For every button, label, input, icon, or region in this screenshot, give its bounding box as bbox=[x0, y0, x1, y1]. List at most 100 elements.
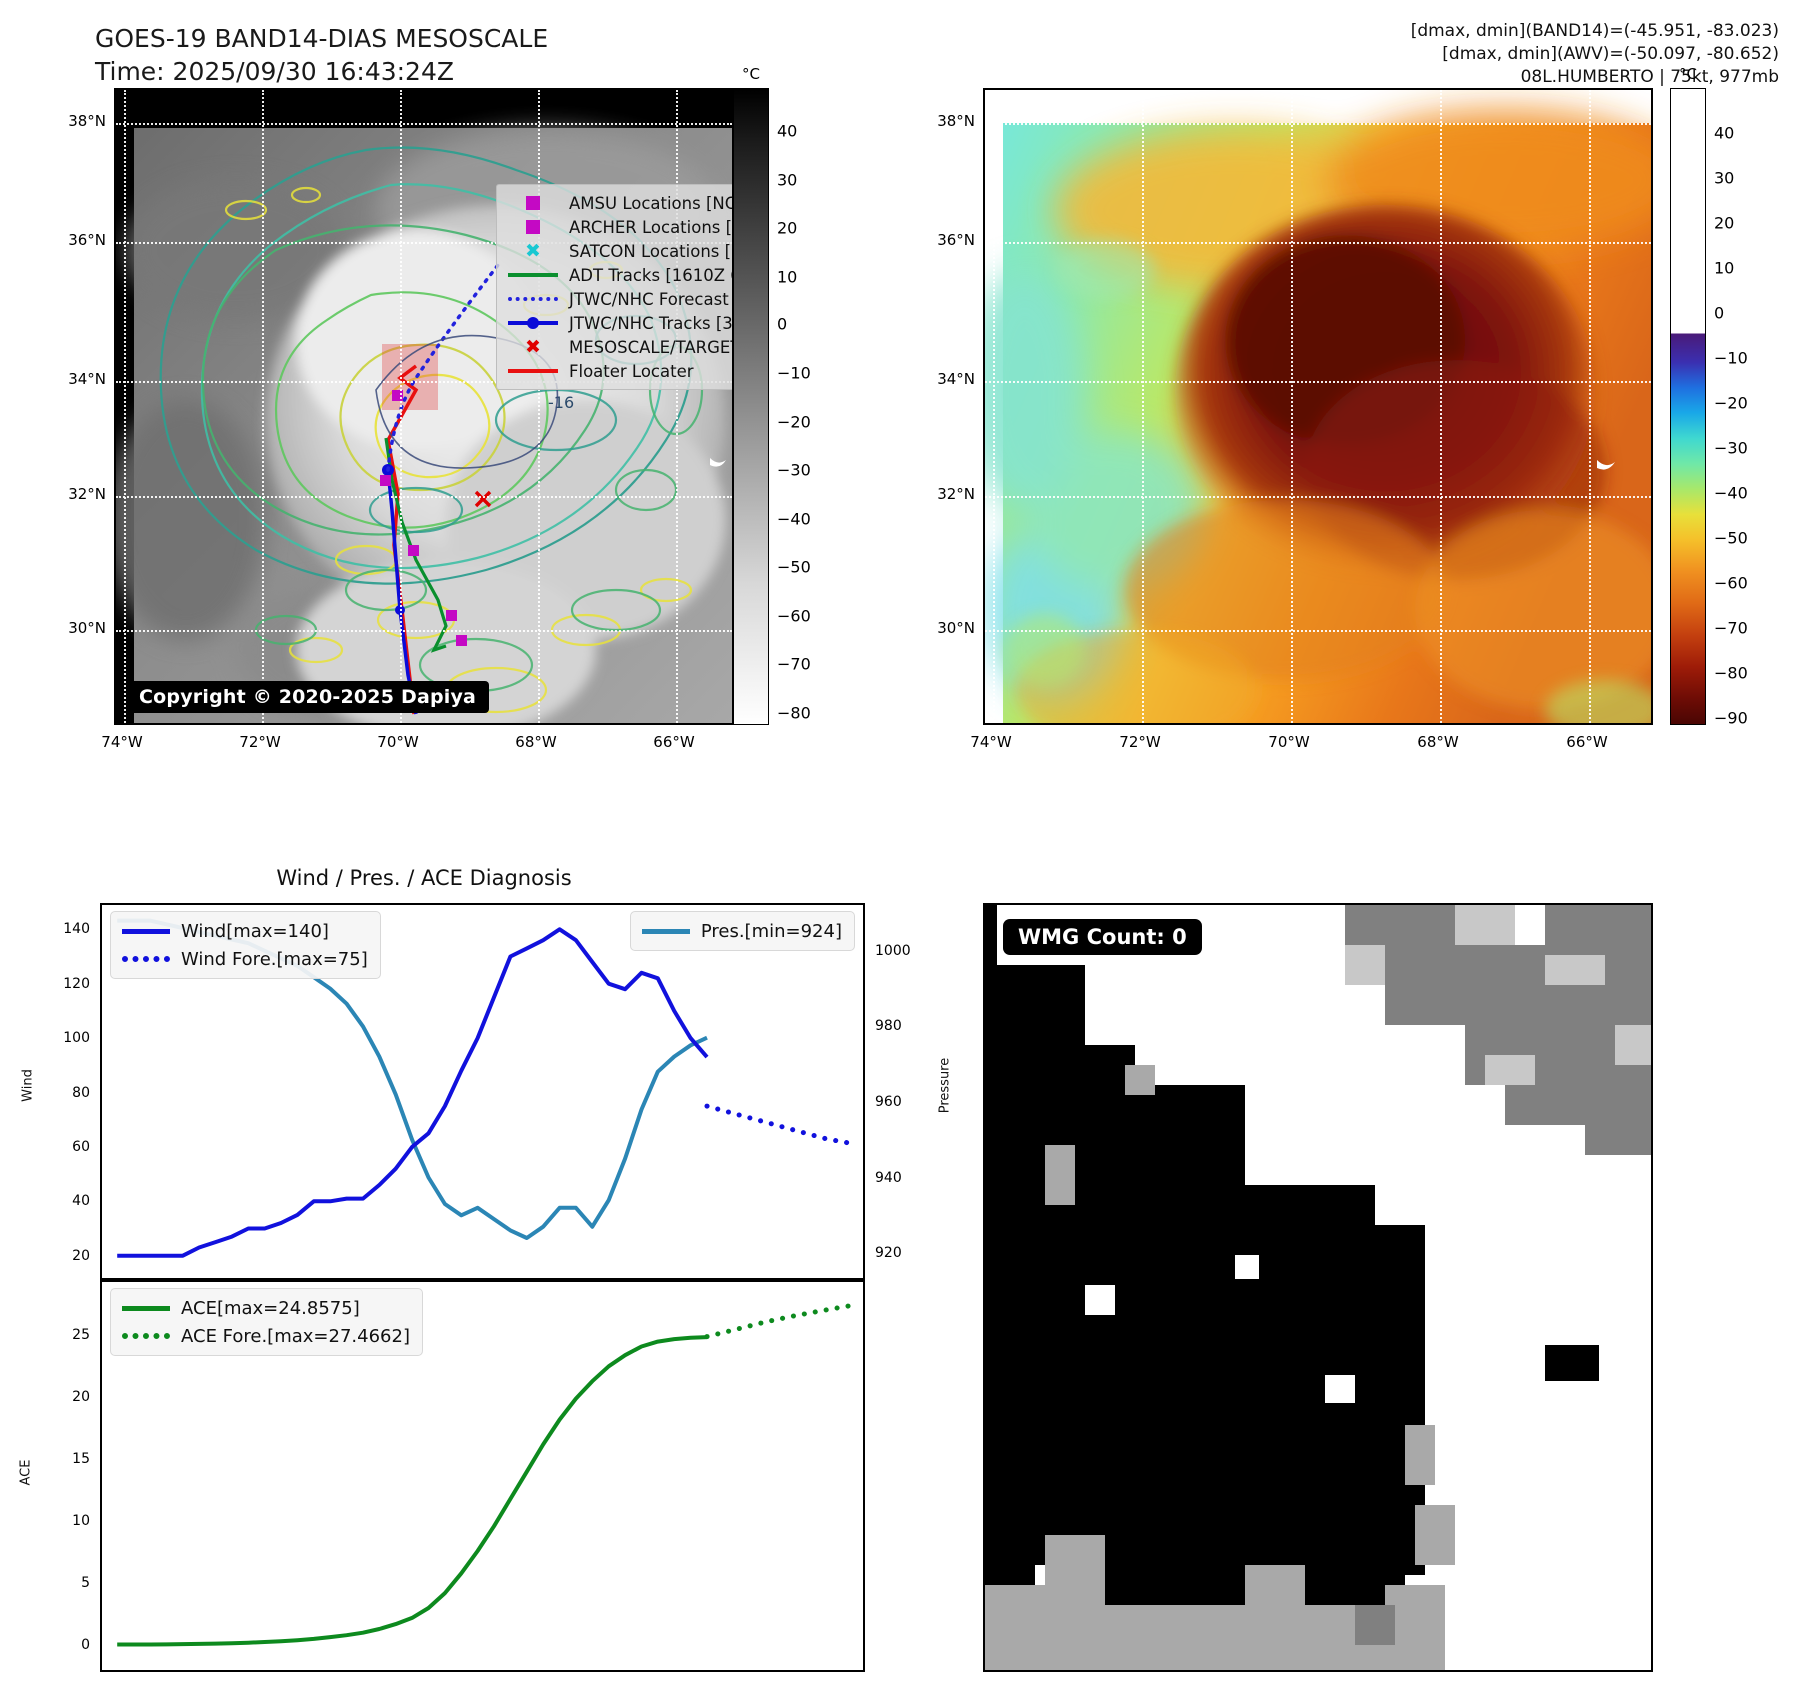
chart-pressure-ylabel: Pressure bbox=[937, 1057, 953, 1114]
map-band14-lon-tick: 66°W bbox=[653, 733, 695, 751]
colorbar-awv-tick: −40 bbox=[1714, 483, 1748, 503]
svg-text:-16: -16 bbox=[548, 393, 574, 412]
colorbar-awv-tick: 30 bbox=[1714, 168, 1735, 188]
copyright-badge: Copyright © 2020-2025 Dapiya bbox=[126, 681, 490, 713]
chart-pressure-ytick: 940 bbox=[875, 1169, 902, 1186]
chart-ace-ylabel: ACE bbox=[18, 1459, 34, 1486]
colorbar-awv-tick: −30 bbox=[1714, 438, 1748, 458]
page-title-line1: GOES-19 BAND14-DIAS MESOSCALE bbox=[95, 24, 549, 53]
legend-label: ACE Fore.[max=27.4662] bbox=[181, 1325, 410, 1347]
legend-label: Wind[max=140] bbox=[181, 920, 329, 942]
cross-red-icon: ✖ bbox=[525, 335, 541, 358]
legend-item-satcon: ✖ SATCON Locations [0710Z 77 965] bbox=[505, 239, 732, 263]
page-title-line2: Time: 2025/09/30 16:43:24Z bbox=[95, 57, 454, 86]
header-band14-range: [dmax, dmin](BAND14)=(-45.951, -83.023) bbox=[1410, 21, 1779, 41]
chart-ace-ytick: 0 bbox=[81, 1637, 90, 1654]
colorbar-awv bbox=[1670, 88, 1706, 725]
colorbar-band14-tick: −40 bbox=[777, 509, 811, 529]
map-band14-lon-tick: 74°W bbox=[101, 733, 143, 751]
line-icon bbox=[119, 1305, 173, 1311]
chart-ace-ytick: 10 bbox=[72, 1513, 90, 1530]
map-band14-lat-tick: 38°N bbox=[68, 112, 106, 130]
wmg-count-badge: WMG Count: 0 bbox=[1003, 919, 1202, 955]
colorbar-band14-tick: −70 bbox=[777, 654, 811, 674]
colorbar-awv-tick: −20 bbox=[1714, 393, 1748, 413]
legend-item-ace: ACE[max=24.8575] bbox=[119, 1294, 410, 1322]
colorbar-band14-tick: −10 bbox=[777, 363, 811, 383]
chart-ace-ytick: 5 bbox=[81, 1575, 90, 1592]
colorbar-band14-tick: 30 bbox=[777, 170, 798, 190]
colorbar-awv-tick: −50 bbox=[1714, 528, 1748, 548]
chart-ace-legend: ACE[max=24.8575] ACE Fore.[max=27.4662] bbox=[110, 1288, 423, 1356]
chart-pressure-ytick: 960 bbox=[875, 1093, 902, 1110]
line-icon bbox=[505, 273, 561, 277]
legend-item-jtwc-forecast: JTWC/NHC Forecast [30/1200Z] bbox=[505, 287, 732, 311]
map-band14-lon-tick: 68°W bbox=[515, 733, 557, 751]
legend-label: AMSU Locations [NOAAMC/0125Z 91 968] bbox=[569, 193, 732, 213]
colorbar-awv-unit: °C bbox=[1679, 65, 1697, 83]
chart-ace[interactable]: ACE[max=24.8575] ACE Fore.[max=27.4662] bbox=[100, 1280, 865, 1672]
legend-label: JTWC/NHC Tracks [30/1200Z] bbox=[569, 313, 733, 333]
chart-wind-ytick: 40 bbox=[72, 1193, 90, 1210]
header-info: [dmax, dmin](BAND14)=(-45.951, -83.023) … bbox=[1411, 20, 1779, 89]
map-band14-lon-tick: 70°W bbox=[377, 733, 419, 751]
square-icon bbox=[505, 220, 561, 234]
line-icon bbox=[119, 928, 173, 934]
legend-item-adt-tracks: ADT Tracks [1610Z 61.0 973.5] bbox=[505, 263, 732, 287]
legend-item-ace-forecast: ACE Fore.[max=27.4662] bbox=[119, 1322, 410, 1350]
chart-ace-ytick: 15 bbox=[72, 1451, 90, 1468]
map-awv-image bbox=[985, 90, 1651, 723]
colorbar-awv-tick: 20 bbox=[1714, 213, 1735, 233]
colorbar-awv-tick: 40 bbox=[1714, 123, 1735, 143]
map-awv-lon-tick: 68°W bbox=[1417, 733, 1459, 751]
chart-ace-plot bbox=[117, 1302, 858, 1647]
legend-item-wind-forecast: Wind Fore.[max=75] bbox=[119, 945, 368, 973]
colorbar-awv-tick: 10 bbox=[1714, 258, 1735, 278]
header-storm-id: 08L.HUMBERTO | 75kt, 977mb bbox=[1520, 67, 1779, 87]
legend-item-archer: ARCHER Locations [1439Z] bbox=[505, 215, 732, 239]
square-icon bbox=[505, 196, 561, 210]
map-band14-legend: AMSU Locations [NOAAMC/0125Z 91 968] ARC… bbox=[496, 184, 733, 390]
line-point-icon bbox=[505, 317, 561, 329]
map-awv-lon-tick: 70°W bbox=[1268, 733, 1310, 751]
map-panel-awv[interactable] bbox=[983, 88, 1653, 725]
colorbar-band14 bbox=[733, 88, 769, 725]
map-panel-band14[interactable]: -16 -64 bbox=[114, 88, 734, 725]
legend-item-amsu: AMSU Locations [NOAAMC/0125Z 91 968] bbox=[505, 191, 732, 215]
map-awv-lat-tick: 34°N bbox=[937, 370, 975, 388]
chart-wind-ytick: 20 bbox=[72, 1247, 90, 1264]
chart-ace-ytick: 20 bbox=[72, 1389, 90, 1406]
map-band14-lat-tick: 34°N bbox=[68, 370, 106, 388]
colorbar-band14-tick: 10 bbox=[777, 267, 798, 287]
chart-wind-ylabel: Wind bbox=[20, 1069, 36, 1102]
legend-label: ACE[max=24.8575] bbox=[181, 1297, 360, 1319]
dotted-line-icon bbox=[119, 956, 173, 962]
chart-wind-ytick: 60 bbox=[72, 1138, 90, 1155]
map-band14-lat-tick: 30°N bbox=[68, 619, 106, 637]
chart-wind-ytick: 100 bbox=[63, 1030, 90, 1047]
dotted-line-icon bbox=[119, 1333, 173, 1339]
colorbar-awv-tick: −10 bbox=[1714, 348, 1748, 368]
colorbar-band14-tick: −80 bbox=[777, 703, 811, 723]
dotted-line-icon bbox=[505, 297, 561, 301]
colorbar-band14-tick: −50 bbox=[777, 557, 811, 577]
colorbar-awv-tick: 0 bbox=[1714, 303, 1725, 323]
legend-label: Pres.[min=924] bbox=[700, 920, 842, 942]
chart-title-wind-pres-ace: Wind / Pres. / ACE Diagnosis bbox=[276, 866, 572, 890]
legend-label: JTWC/NHC Forecast [30/1200Z] bbox=[569, 289, 732, 309]
map-awv-lat-tick: 36°N bbox=[937, 231, 975, 249]
line-icon bbox=[639, 928, 693, 934]
colorbar-band14-tick: −60 bbox=[777, 606, 811, 626]
chart-wind-pressure[interactable]: Wind[max=140] Wind Fore.[max=75] Pres.[m… bbox=[100, 903, 865, 1280]
chart-pressure-ytick: 1000 bbox=[875, 942, 911, 959]
map-band14-lat-tick: 32°N bbox=[68, 485, 106, 503]
map-awv-lon-tick: 74°W bbox=[970, 733, 1012, 751]
legend-item-jtwc-tracks: JTWC/NHC Tracks [30/1200Z] bbox=[505, 311, 733, 335]
legend-label: ADT Tracks [1610Z 61.0 973.5] bbox=[569, 265, 732, 285]
panel-wmg[interactable]: WMG Count: 0 bbox=[983, 903, 1653, 1672]
legend-item-floater-locater: Floater Locater bbox=[505, 359, 732, 383]
colorbar-awv-tick: −60 bbox=[1714, 573, 1748, 593]
colorbar-band14-tick: −30 bbox=[777, 460, 811, 480]
map-band14-lon-tick: 72°W bbox=[239, 733, 281, 751]
chart-pressure-legend: Pres.[min=924] bbox=[629, 911, 855, 951]
